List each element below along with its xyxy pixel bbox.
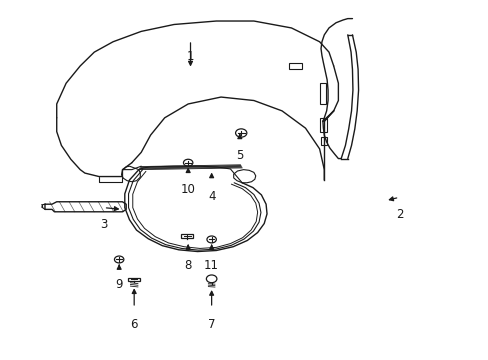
Bar: [181, 234, 193, 238]
Text: 4: 4: [207, 190, 215, 203]
Text: 10: 10: [181, 184, 195, 197]
Text: 11: 11: [203, 260, 219, 273]
Text: 8: 8: [184, 260, 191, 273]
Text: 6: 6: [130, 318, 138, 331]
Bar: [288, 63, 302, 69]
Bar: [319, 118, 326, 132]
Text: 9: 9: [115, 279, 122, 292]
Text: 7: 7: [207, 318, 215, 331]
Bar: [319, 83, 325, 104]
Text: 1: 1: [186, 50, 194, 63]
Text: 3: 3: [100, 218, 107, 231]
Bar: [320, 137, 326, 145]
Text: 2: 2: [395, 208, 402, 221]
Bar: [128, 278, 140, 282]
Text: 5: 5: [236, 149, 243, 162]
